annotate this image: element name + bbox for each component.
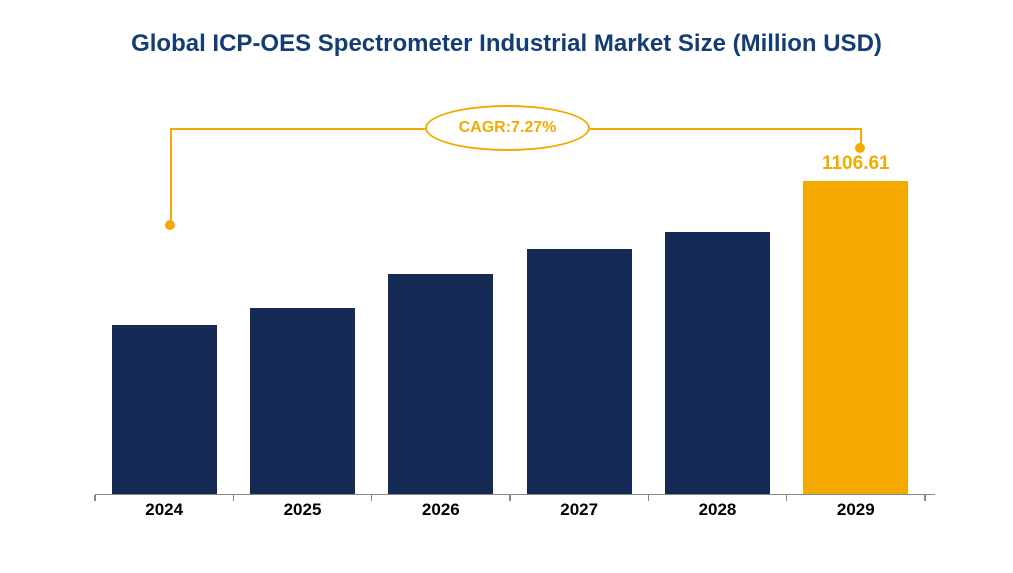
cagr-connector-right-h: [590, 128, 860, 130]
cagr-badge: CAGR:7.27%: [425, 105, 590, 151]
bar: [527, 249, 632, 496]
chart-plot-area: 1106.61: [95, 155, 925, 495]
bar-slot: [372, 274, 510, 495]
bar: [112, 325, 217, 495]
x-axis-label: 2029: [787, 500, 925, 520]
bar: [388, 274, 493, 495]
x-axis-label: 2027: [510, 500, 648, 520]
x-axis-label: 2028: [648, 500, 786, 520]
cagr-connector-left-h: [170, 128, 425, 130]
bars-group: 1106.61: [95, 155, 925, 495]
bar-slot: [510, 249, 648, 496]
bar: [250, 308, 355, 495]
x-axis-label: 2026: [372, 500, 510, 520]
bar: [803, 181, 908, 495]
cagr-label: CAGR:7.27%: [459, 119, 557, 137]
x-axis-label: 2025: [233, 500, 371, 520]
x-axis-line: [95, 494, 935, 495]
chart-container: Global ICP-OES Spectrometer Industrial M…: [0, 0, 1013, 573]
x-axis-labels: 202420252026202720282029: [95, 500, 925, 520]
chart-title: Global ICP-OES Spectrometer Industrial M…: [0, 30, 1013, 58]
x-axis-label: 2024: [95, 500, 233, 520]
bar-slot: 1106.61: [787, 181, 925, 495]
bar: [665, 232, 770, 496]
cagr-end-dot-right: [855, 143, 865, 153]
bar-value-label: 1106.61: [822, 153, 890, 175]
bar-slot: [648, 232, 786, 496]
bar-slot: [95, 325, 233, 495]
bar-slot: [233, 308, 371, 495]
